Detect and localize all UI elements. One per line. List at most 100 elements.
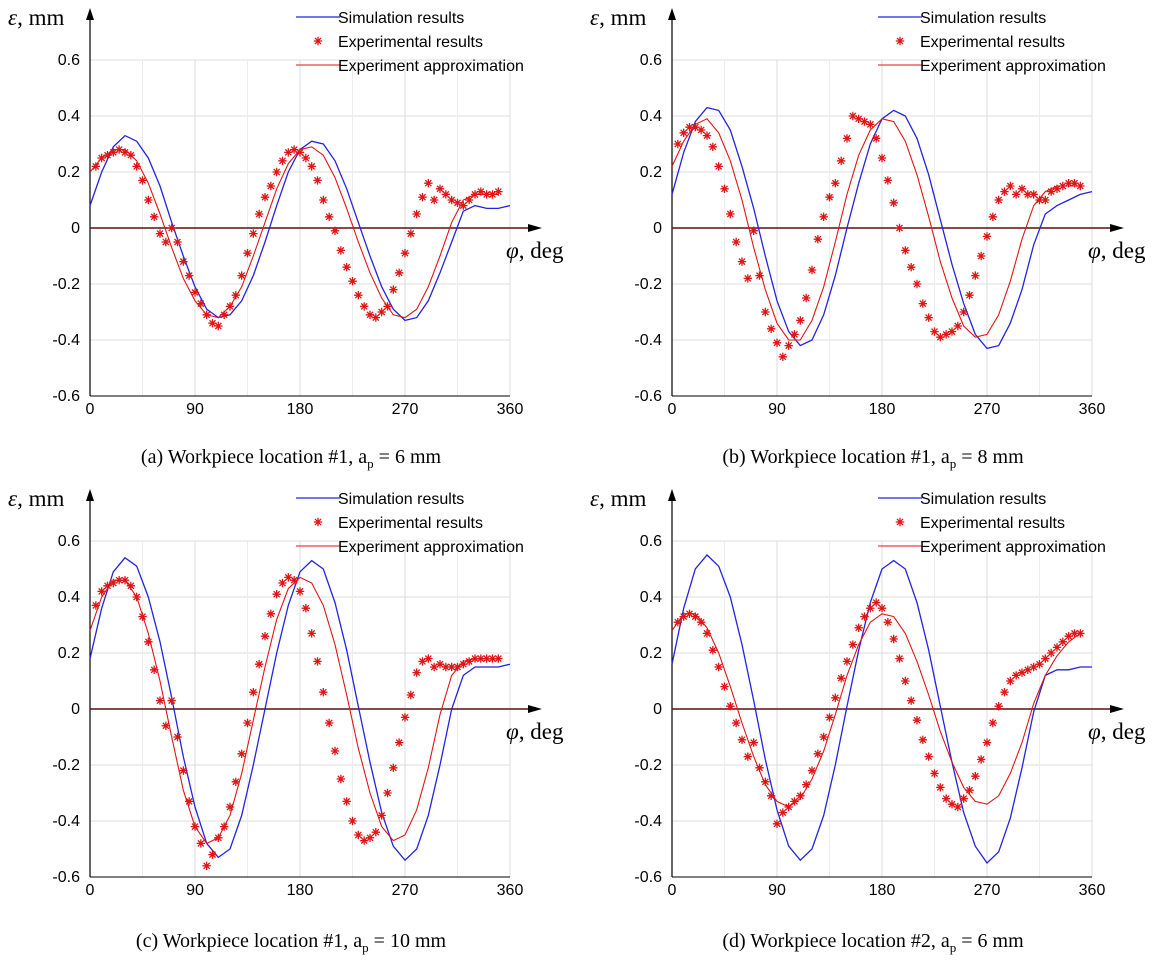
exp-point-d-66 <box>1058 637 1068 646</box>
exp-point-a-46 <box>359 302 369 311</box>
exp-point-a-52 <box>394 268 404 277</box>
exp-point-a-33 <box>284 148 293 157</box>
legend-exp-swatch-a <box>313 36 323 46</box>
series-approximation-a <box>89 146 499 319</box>
exp-point-a-5 <box>120 148 130 157</box>
exp-point-d-18 <box>778 808 788 817</box>
exp-point-c-7 <box>132 592 141 602</box>
exp-point-c-13 <box>167 696 176 705</box>
exp-point-a-43 <box>342 263 351 272</box>
x-tick-a-1: 90 <box>186 401 204 418</box>
exp-point-d-32 <box>860 612 869 621</box>
exp-point-c-19 <box>202 861 211 870</box>
exp-point-c-21 <box>214 833 223 842</box>
exp-point-a-38 <box>313 176 322 185</box>
exp-point-d-9 <box>726 702 735 711</box>
y-tick-d-1: -0.4 <box>634 813 662 830</box>
exp-point-b-10 <box>731 237 741 247</box>
y-axis-title-a: ε, mm <box>8 5 64 30</box>
exp-point-a-65 <box>470 190 480 199</box>
exp-point-a-41 <box>330 226 340 235</box>
exp-point-a-51 <box>389 285 398 294</box>
exp-point-d-15 <box>761 777 770 786</box>
x-tick-c-3: 270 <box>392 882 419 899</box>
legend-label-a-1: Experimental results <box>338 34 483 51</box>
exp-point-a-68 <box>488 190 497 199</box>
exp-point-d-31 <box>854 623 863 632</box>
exp-point-d-45 <box>936 783 945 792</box>
exp-point-a-63 <box>459 201 468 210</box>
exp-point-b-36 <box>883 176 893 185</box>
exp-point-c-12 <box>161 721 171 730</box>
exp-point-b-21 <box>796 316 805 325</box>
exp-point-b-60 <box>1023 190 1033 199</box>
exp-point-d-20 <box>790 797 799 806</box>
x-tick-b-4: 360 <box>1079 401 1106 418</box>
y-axis-symbol-a: ε <box>8 5 18 30</box>
exp-point-d-0 <box>673 618 683 627</box>
exp-point-b-54 <box>988 212 998 221</box>
exp-point-c-2 <box>103 581 112 590</box>
exp-point-b-48 <box>953 321 963 331</box>
y-tick-b-4: 0.2 <box>640 164 662 181</box>
x-axis-title-d: φ, deg <box>1088 719 1146 744</box>
x-tick-d-1: 90 <box>768 882 786 899</box>
exp-point-a-11 <box>155 229 165 238</box>
exp-point-d-48 <box>953 802 963 812</box>
exp-point-a-34 <box>289 145 299 154</box>
legend-label-b-2: Experiment approximation <box>920 58 1106 75</box>
exp-point-a-30 <box>266 181 276 191</box>
legend-label-b-1: Experimental results <box>920 34 1065 51</box>
series-approximation-b <box>671 118 1081 341</box>
exp-point-a-39 <box>319 195 328 205</box>
series-experimental-a <box>91 145 503 331</box>
exp-point-a-40 <box>324 212 334 221</box>
exp-point-a-22 <box>219 310 229 319</box>
exp-point-d-65 <box>1052 643 1062 652</box>
exp-point-c-16 <box>184 797 194 806</box>
exp-point-b-67 <box>1064 179 1073 188</box>
exp-point-a-53 <box>400 249 410 258</box>
exp-point-d-19 <box>784 802 793 812</box>
y-tick-a-1: -0.4 <box>52 332 80 349</box>
exp-point-c-37 <box>307 629 316 638</box>
exp-point-a-59 <box>435 184 445 193</box>
y-tick-b-3: 0 <box>653 220 662 237</box>
zero-arrow-a <box>528 224 542 232</box>
y-tick-c-5: 0.4 <box>58 589 80 606</box>
exp-point-a-17 <box>190 288 200 297</box>
exp-point-d-52 <box>976 755 986 764</box>
exp-point-c-59 <box>435 660 445 669</box>
exp-point-a-18 <box>196 299 206 308</box>
exp-point-a-29 <box>260 193 270 202</box>
legend-exp-swatch-b <box>895 36 905 46</box>
exp-point-c-65 <box>470 654 480 663</box>
y-tick-b-6: 0.6 <box>640 52 662 69</box>
legend-exp-swatch-d <box>895 517 905 527</box>
exp-point-a-19 <box>202 310 211 319</box>
exp-point-a-2 <box>103 151 112 160</box>
exp-point-d-27 <box>831 693 840 702</box>
exp-point-d-17 <box>772 819 782 828</box>
exp-point-d-59 <box>1017 668 1027 677</box>
chart-svg-a: -0.6 -0.4 -0.2 0 0.2 0.4 0.6 0 90 180 270 360 ε, mm φ… <box>8 5 564 418</box>
y-tick-c-6: 0.6 <box>58 533 80 550</box>
series-approximation-d <box>671 613 1081 808</box>
series-simulation-d <box>671 554 1092 864</box>
exp-point-d-67 <box>1064 632 1073 641</box>
exp-point-c-24 <box>231 777 241 786</box>
exp-point-d-8 <box>720 682 729 691</box>
y-axis-arrow-c <box>86 489 94 501</box>
exp-point-a-64 <box>464 195 474 205</box>
exp-point-b-66 <box>1058 181 1068 191</box>
exp-point-d-34 <box>871 598 881 607</box>
y-tick-a-5: 0.4 <box>58 108 80 125</box>
x-tick-d-2: 180 <box>869 882 896 899</box>
y-axis-unit-b: , mm <box>599 5 646 30</box>
exp-point-c-28 <box>254 660 264 669</box>
exp-point-a-55 <box>412 209 421 219</box>
exp-point-b-6 <box>708 142 718 151</box>
exp-point-a-6 <box>126 151 136 160</box>
caption-c-sub: p <box>362 940 369 955</box>
exp-point-b-49 <box>959 307 968 317</box>
